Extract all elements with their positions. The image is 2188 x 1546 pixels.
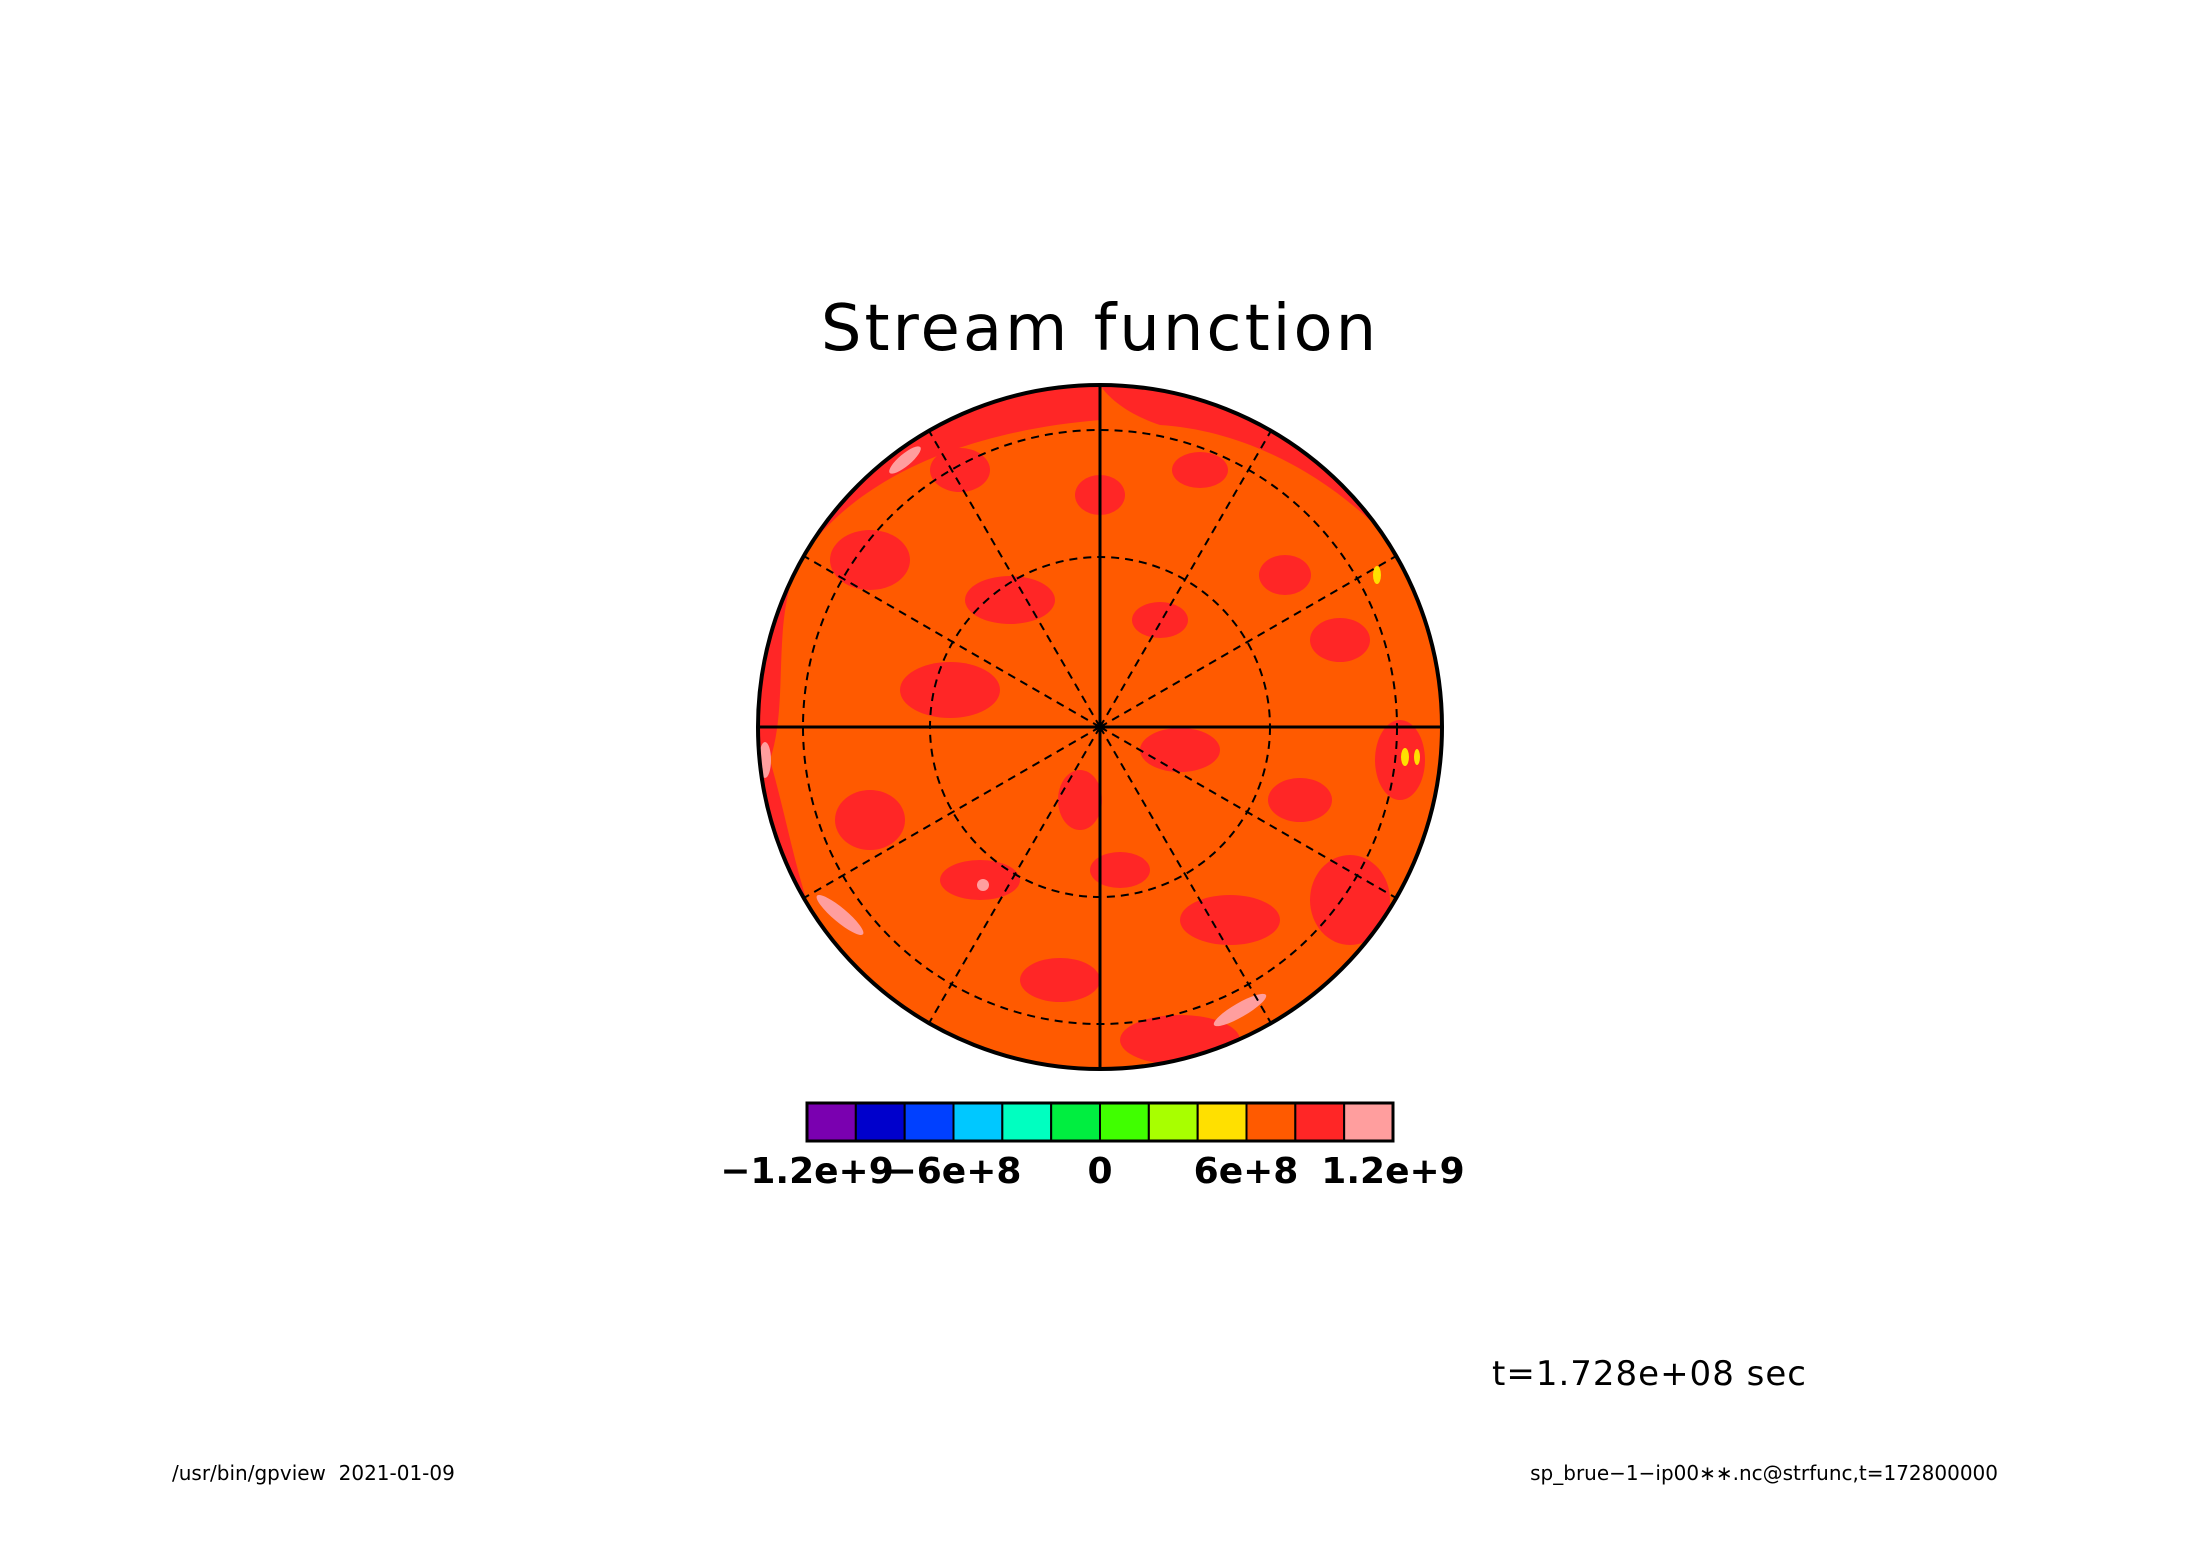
colorbar-tick-label: 0 xyxy=(1087,1151,1112,1192)
colorbar-tick-label: −1.2e+9 xyxy=(720,1151,894,1192)
colorbar-cell xyxy=(1196,1102,1248,1142)
contour-patch xyxy=(889,446,921,474)
contour-patch xyxy=(1375,720,1425,800)
footer-right: sp_brue−1−ip00∗∗.nc@strfunc,t=172800000 xyxy=(1530,1461,1998,1485)
polar-map xyxy=(756,383,1444,1071)
contour-patch xyxy=(1213,993,1267,1027)
contour-patch xyxy=(1259,555,1311,595)
contour-patch xyxy=(1172,452,1228,488)
longitude-spoke xyxy=(1099,726,1397,899)
contour-patch xyxy=(1140,728,1220,772)
map-outline xyxy=(756,383,1444,1071)
contour-patch xyxy=(1100,385,1380,530)
colorbar-tick-label: 1.2e+9 xyxy=(1321,1151,1464,1192)
contour-patch xyxy=(1020,958,1100,1002)
contour-patch xyxy=(1058,770,1102,830)
colorbar xyxy=(805,1101,1395,1143)
colorbar-cell xyxy=(903,1102,955,1142)
longitude-spoke xyxy=(1099,430,1272,728)
colorbar-tick-labels: −1.2e+9 −6e+8 0 6e+8 1.2e+9 xyxy=(720,1151,1464,1192)
contour-patch xyxy=(977,879,989,891)
contour-patch xyxy=(1268,778,1332,822)
longitude-spoke xyxy=(928,430,1101,728)
longitude-spokes xyxy=(803,430,1397,1024)
longitude-spoke xyxy=(803,555,1101,728)
colorbar-cell xyxy=(1294,1102,1346,1142)
contour-patch xyxy=(1373,566,1381,584)
contour-patch xyxy=(1132,602,1188,638)
colorbar-tick-label: 6e+8 xyxy=(1194,1151,1299,1192)
footer-left: /usr/bin/gpview 2021-01-09 xyxy=(172,1461,455,1485)
colorbar-cell xyxy=(1147,1102,1199,1142)
longitude-spoke xyxy=(803,726,1101,899)
plot-title: Stream function xyxy=(821,292,1379,366)
colorbar-cell xyxy=(1050,1102,1101,1142)
time-label: t=1.728e+08 sec xyxy=(1492,1354,1807,1394)
contour-patch xyxy=(1310,618,1370,662)
contour-patch xyxy=(1090,852,1150,888)
colorbar-cell xyxy=(1099,1102,1150,1142)
contour-patch xyxy=(1401,748,1409,766)
colorbar-cell xyxy=(1245,1102,1297,1142)
contour-patch xyxy=(900,662,1000,718)
contour-fill-layer xyxy=(758,385,1425,1069)
colorbar-cell xyxy=(952,1102,1004,1142)
contour-patch xyxy=(1310,855,1390,945)
longitude-spoke xyxy=(928,726,1101,1024)
longitude-spoke xyxy=(1099,555,1397,728)
colorbar-cell xyxy=(854,1102,906,1142)
colorbar-cell xyxy=(806,1102,857,1142)
contour-patch xyxy=(1180,895,1280,945)
colorbar-cell xyxy=(1001,1102,1053,1142)
contour-patch xyxy=(1414,749,1420,765)
longitude-spoke xyxy=(1099,726,1272,1024)
colorbar-tick-label: −6e+8 xyxy=(887,1151,1022,1192)
colorbar-cell xyxy=(1343,1102,1394,1142)
contour-patch xyxy=(830,530,910,590)
contour-patch xyxy=(835,790,905,850)
colorbar-frame xyxy=(805,1101,1395,1143)
contour-patch xyxy=(1358,462,1402,498)
contour-patch xyxy=(816,894,864,936)
